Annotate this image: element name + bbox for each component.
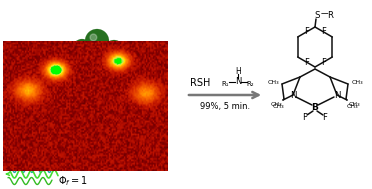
Text: CH₃: CH₃	[270, 102, 282, 108]
Text: F: F	[302, 114, 307, 122]
Circle shape	[78, 87, 84, 93]
Circle shape	[116, 71, 132, 87]
Text: CH₃: CH₃	[351, 80, 363, 84]
Circle shape	[80, 102, 86, 108]
Circle shape	[113, 98, 129, 114]
Text: R₁: R₁	[221, 81, 229, 87]
Text: —: —	[320, 9, 328, 19]
Text: CH₃: CH₃	[346, 104, 358, 108]
Circle shape	[73, 58, 91, 76]
Circle shape	[84, 118, 88, 122]
Text: F: F	[321, 58, 326, 67]
Circle shape	[101, 115, 115, 129]
Text: B: B	[312, 104, 318, 112]
Circle shape	[114, 114, 118, 118]
Text: CH₃: CH₃	[272, 104, 284, 108]
Circle shape	[91, 125, 97, 131]
Circle shape	[85, 29, 109, 53]
Text: 99%, 5 min.: 99%, 5 min.	[200, 102, 250, 112]
Circle shape	[100, 98, 120, 118]
Circle shape	[78, 105, 98, 125]
Text: R₂: R₂	[246, 81, 254, 87]
Circle shape	[109, 60, 127, 78]
Circle shape	[85, 57, 109, 81]
Circle shape	[106, 87, 112, 93]
Circle shape	[108, 44, 114, 50]
Text: N: N	[235, 77, 241, 85]
Text: F: F	[323, 114, 327, 122]
Circle shape	[102, 109, 108, 115]
Circle shape	[104, 118, 108, 122]
Circle shape	[77, 62, 82, 67]
Text: $\it{\Phi}_{f}= 1$: $\it{\Phi}_{f}= 1$	[58, 174, 88, 188]
Circle shape	[85, 89, 109, 113]
Circle shape	[117, 87, 122, 92]
Text: F: F	[304, 58, 309, 67]
Circle shape	[90, 62, 97, 69]
Text: N: N	[334, 91, 340, 99]
Circle shape	[113, 64, 118, 69]
Circle shape	[85, 132, 109, 156]
Circle shape	[100, 53, 106, 59]
Circle shape	[84, 51, 90, 57]
Circle shape	[101, 82, 123, 104]
Circle shape	[75, 67, 97, 89]
Circle shape	[111, 111, 125, 125]
Circle shape	[96, 49, 116, 69]
Circle shape	[68, 87, 73, 92]
Text: CH₃: CH₃	[267, 80, 279, 84]
Text: N: N	[290, 91, 296, 99]
Circle shape	[69, 101, 74, 106]
Circle shape	[104, 71, 110, 77]
Circle shape	[71, 111, 85, 125]
Text: F: F	[321, 27, 326, 36]
Circle shape	[67, 74, 72, 79]
Circle shape	[104, 102, 110, 108]
Circle shape	[114, 84, 130, 100]
Circle shape	[99, 66, 121, 88]
Text: R: R	[327, 11, 333, 19]
Circle shape	[65, 84, 81, 100]
Circle shape	[88, 112, 106, 130]
Text: F: F	[304, 27, 309, 36]
Text: H: H	[235, 67, 241, 77]
Circle shape	[77, 43, 82, 48]
Circle shape	[90, 137, 97, 144]
Circle shape	[87, 121, 107, 141]
Circle shape	[90, 94, 97, 101]
Circle shape	[92, 116, 97, 121]
Circle shape	[89, 78, 97, 86]
Circle shape	[90, 34, 97, 41]
Circle shape	[104, 40, 124, 60]
Circle shape	[64, 71, 80, 87]
Circle shape	[76, 98, 96, 118]
Circle shape	[84, 73, 110, 99]
Text: CH₃: CH₃	[348, 102, 360, 108]
Circle shape	[80, 47, 100, 67]
Circle shape	[73, 82, 95, 104]
Circle shape	[80, 72, 86, 78]
Circle shape	[66, 98, 82, 114]
Text: S: S	[314, 12, 320, 20]
Circle shape	[119, 74, 124, 79]
Circle shape	[81, 115, 95, 129]
Text: RSH: RSH	[190, 78, 210, 88]
Circle shape	[116, 101, 121, 106]
Circle shape	[82, 109, 88, 115]
Circle shape	[74, 114, 78, 118]
Circle shape	[98, 105, 118, 125]
Circle shape	[73, 39, 91, 57]
